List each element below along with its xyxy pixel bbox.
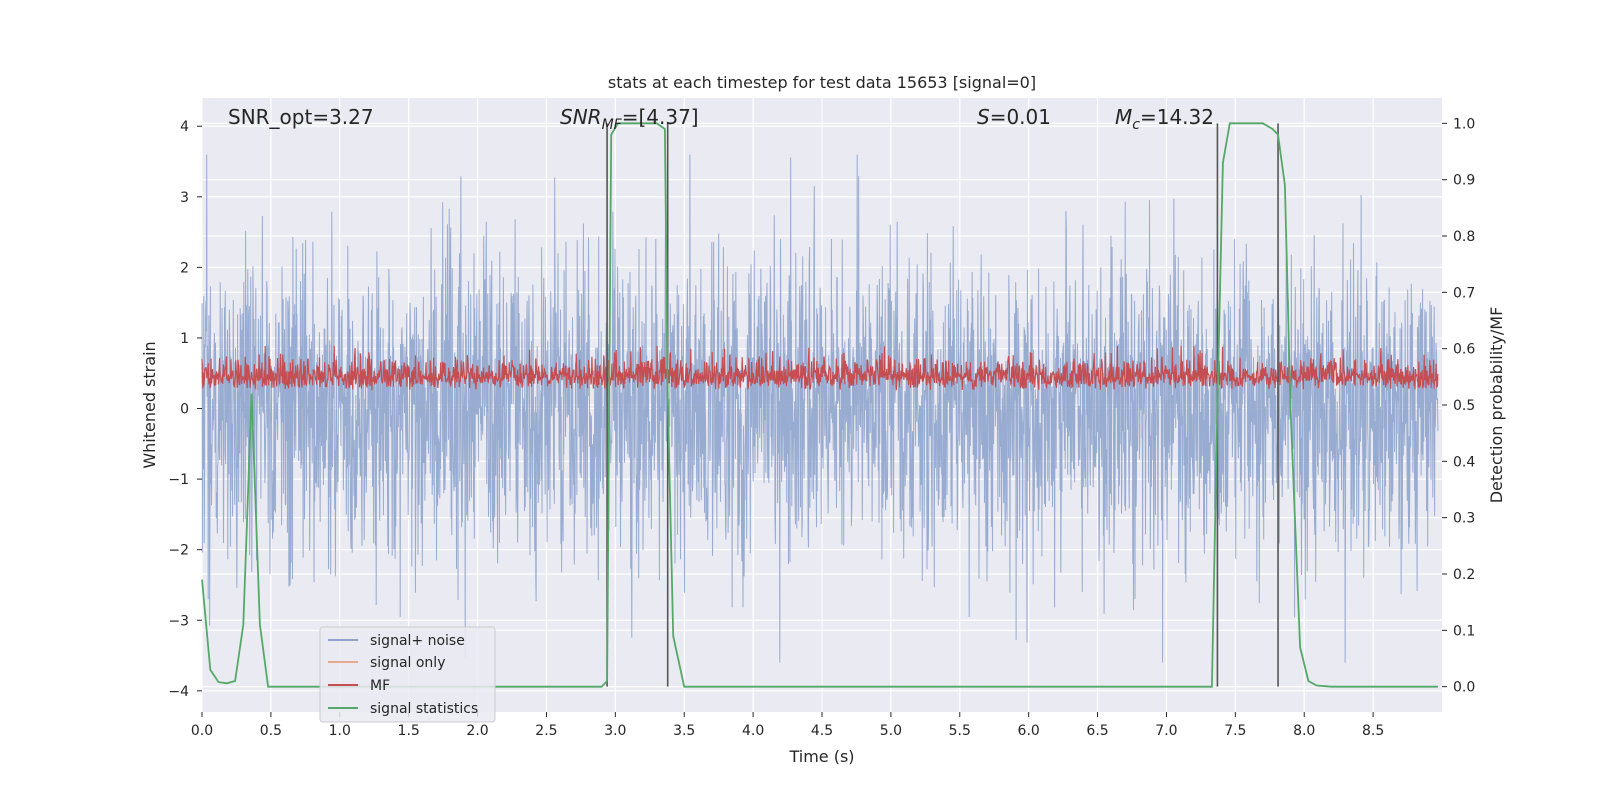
legend-label-signal-statistics: signal statistics — [370, 701, 478, 717]
right-y-tick-label: 0.8 — [1453, 229, 1475, 245]
mc-value: =14.32 — [1140, 105, 1214, 129]
x-axis-ticks: 0.0 0.5 1.0 1.5 2.0 2.5 3.0 3.5 4.0 4.5 5.0 5.5 6.0 6… — [191, 712, 1384, 739]
x-tick-label: 8.5 — [1362, 723, 1384, 739]
snr-opt-annotation: SNR_opt=3.27 — [228, 105, 374, 129]
x-tick-label: 5.5 — [949, 723, 971, 739]
s-annotation: S=0.01 — [977, 105, 1051, 129]
snr-mf-subscript: MF — [602, 117, 623, 133]
x-axis-label: Time (s) — [788, 747, 854, 766]
left-y-tick-label: 1 — [180, 331, 189, 347]
legend-box — [319, 626, 496, 723]
signal-noise-series — [201, 154, 1439, 663]
mc-symbol: M — [1115, 105, 1132, 129]
signal-statistics-series — [201, 122, 1438, 688]
right-y-tick-label: 0.4 — [1453, 454, 1475, 470]
x-tick-label: 6.5 — [1086, 723, 1108, 739]
right-y-tick-label: 0.3 — [1453, 511, 1475, 527]
x-tick-label: 2.5 — [535, 723, 557, 739]
right-y-axis-ticks: 0.0 0.1 0.2 0.3 0.4 0.5 0.6 0.7 0.8 0.9 1.0 — [1442, 116, 1475, 696]
x-tick-label: 2.0 — [466, 723, 488, 739]
signal-statistics-line — [201, 122, 1438, 688]
left-y-axis-label: Whitened strain — [140, 341, 159, 468]
x-tick-label: 0.5 — [260, 723, 282, 739]
mc-subscript: c — [1132, 117, 1140, 133]
legend-label-signal-only: signal only — [370, 655, 445, 671]
x-tick-label: 7.0 — [1155, 723, 1177, 739]
s-value: =0.01 — [990, 105, 1051, 129]
left-y-tick-label: 4 — [180, 119, 189, 135]
x-tick-label: 5.0 — [880, 723, 902, 739]
x-tick-label: 8.0 — [1293, 723, 1315, 739]
x-tick-label: 7.5 — [1224, 723, 1246, 739]
left-y-axis-ticks: −4 −3 −2 −1 0 1 2 3 4 — [168, 119, 202, 700]
right-y-tick-label: 0.6 — [1453, 342, 1475, 358]
x-tick-label: 4.0 — [742, 723, 764, 739]
right-y-tick-label: 0.0 — [1453, 680, 1475, 696]
mf-series — [201, 345, 1439, 391]
right-y-tick-label: 0.9 — [1453, 173, 1475, 189]
right-y-tick-label: 0.7 — [1453, 285, 1475, 301]
snr-mf-value: =[4.37] — [622, 105, 699, 129]
left-y-tick-label: 2 — [180, 260, 189, 276]
mc-annotation: Mc=14.32 — [1115, 105, 1214, 133]
right-y-tick-label: 1.0 — [1453, 116, 1475, 132]
left-y-tick-label: 3 — [180, 190, 189, 206]
x-tick-label: 3.5 — [673, 723, 695, 739]
right-y-tick-label: 0.2 — [1453, 567, 1475, 583]
snr-mf-symbol: SNR — [560, 105, 602, 129]
chart-title: stats at each timestep for test data 156… — [608, 73, 1036, 92]
x-tick-label: 0.0 — [191, 723, 213, 739]
s-symbol: S — [977, 105, 990, 129]
right-y-tick-label: 0.1 — [1453, 623, 1475, 639]
x-tick-label: 1.0 — [329, 723, 351, 739]
left-y-tick-label: −3 — [168, 613, 189, 629]
left-y-tick-label: 0 — [180, 402, 189, 418]
x-tick-label: 1.5 — [398, 723, 420, 739]
x-tick-label: 3.0 — [604, 723, 626, 739]
snr-mf-annotation: SNRMF=[4.37] — [560, 105, 699, 133]
signal-noise-line — [201, 154, 1439, 663]
legend-label-mf: MF — [370, 678, 390, 694]
left-y-tick-label: −2 — [168, 543, 189, 559]
right-y-tick-label: 0.5 — [1453, 398, 1475, 414]
x-tick-label: 6.0 — [1018, 723, 1040, 739]
left-y-tick-label: −4 — [168, 684, 189, 700]
x-tick-label: 4.5 — [811, 723, 833, 739]
left-y-tick-label: −1 — [168, 472, 189, 488]
mf-line — [201, 345, 1439, 391]
right-y-axis-label: Detection probability/MF — [1487, 307, 1506, 504]
legend: signal+ noise signal only MF signal stat… — [319, 626, 496, 723]
legend-label-signal-noise: signal+ noise — [370, 633, 465, 649]
